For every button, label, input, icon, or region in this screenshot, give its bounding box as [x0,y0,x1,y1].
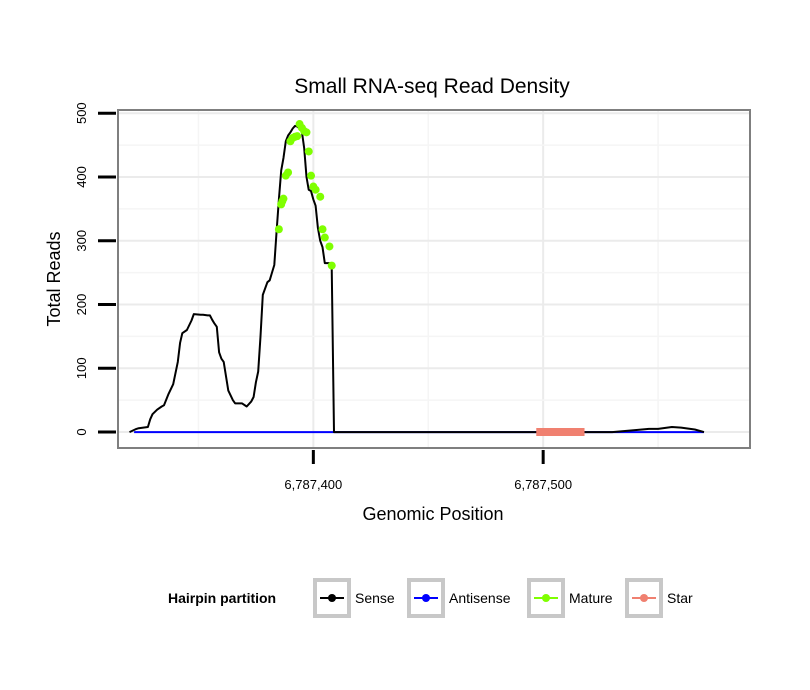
legend: Hairpin partition Sense Antisense Mature St… [168,578,693,618]
plot-border [117,109,751,449]
legend-label: Mature [569,590,613,606]
mature-point [311,185,320,194]
legend-key-dot [328,594,336,602]
legend-key-dot [422,594,430,602]
y-axis-title: Total Reads [44,231,64,326]
legend-item-antisense: Antisense [407,578,511,618]
y-tick-label: 300 [74,230,89,252]
legend-key-dot [640,594,648,602]
mature-point [327,261,336,270]
legend-label: Star [667,590,693,606]
mature-point [302,128,311,137]
y-tick-label: 100 [74,357,89,379]
axes: 6,787,400 6,787,500 0 100 200 300 400 500 [74,102,572,492]
mature-point [304,147,313,156]
series-sense-line [129,124,705,434]
y-tick-label: 200 [74,294,89,316]
x-tick-label: 6,787,500 [514,477,572,492]
series-layer [129,120,705,437]
mature-point [320,233,329,242]
x-tick-label: 6,787,400 [284,477,342,492]
chart-title: Small RNA-seq Read Density [294,75,570,98]
mature-point [325,242,334,251]
y-tick-label: 400 [74,166,89,188]
legend-label: Sense [355,590,395,606]
mature-point [279,194,288,203]
y-tick-label: 500 [74,102,89,124]
legend-item-star: Star [625,578,693,618]
y-tick-label: 0 [74,428,89,435]
mature-point [284,168,293,177]
legend-title: Hairpin partition [168,590,276,606]
mature-point [318,225,327,234]
legend-key-dot [542,594,550,602]
legend-item-sense: Sense [313,578,395,618]
legend-item-mature: Mature [527,578,613,618]
mature-point [293,132,302,141]
mature-point [316,192,325,201]
x-axis-title: Genomic Position [362,504,503,524]
mature-point [274,225,283,234]
legend-label: Antisense [449,590,511,606]
plot-panel [118,110,750,448]
mature-point [307,171,316,180]
